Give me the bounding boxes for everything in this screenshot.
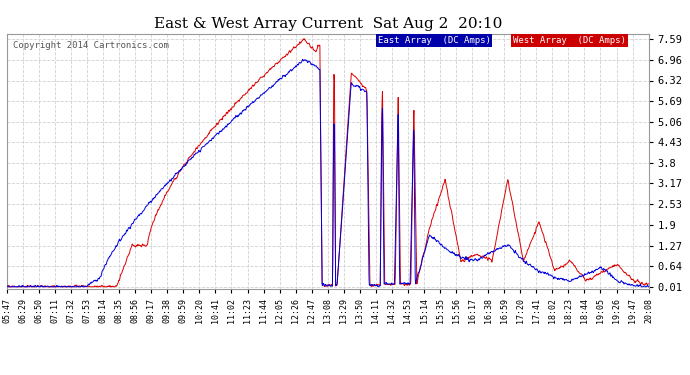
- Text: West Array  (DC Amps): West Array (DC Amps): [513, 36, 626, 45]
- Text: East Array  (DC Amps): East Array (DC Amps): [378, 36, 491, 45]
- Text: Copyright 2014 Cartronics.com: Copyright 2014 Cartronics.com: [13, 41, 169, 50]
- Title: East & West Array Current  Sat Aug 2  20:10: East & West Array Current Sat Aug 2 20:1…: [154, 17, 502, 31]
